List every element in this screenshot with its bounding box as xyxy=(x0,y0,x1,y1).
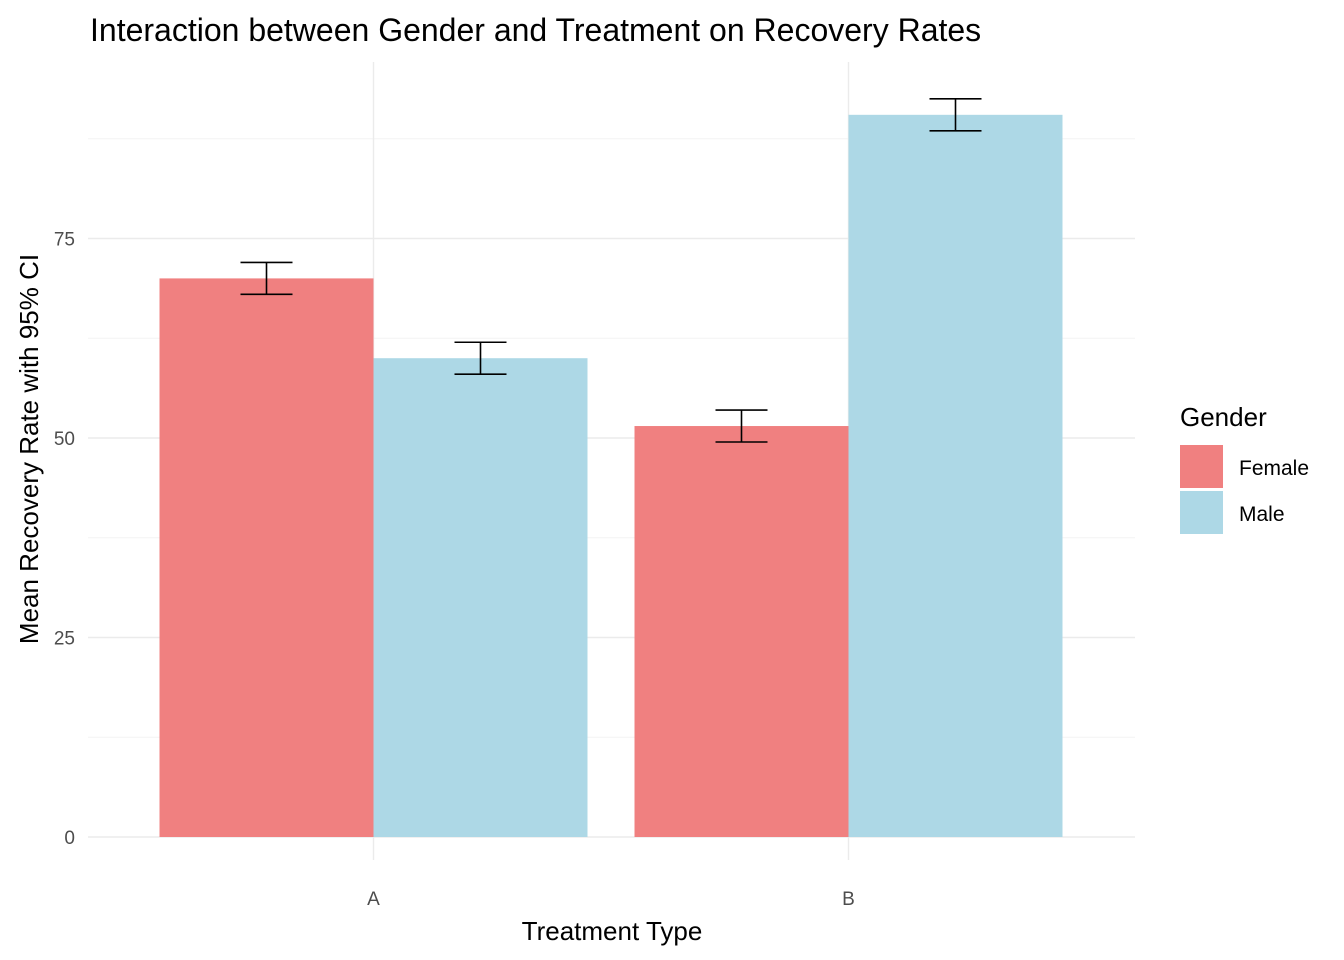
y-tick-label: 50 xyxy=(54,429,75,450)
x-axis-title: Treatment Type xyxy=(522,916,703,946)
y-tick-label: 75 xyxy=(54,230,75,251)
error-bar-b-female xyxy=(715,409,768,443)
legend-title: Gender xyxy=(1180,402,1267,432)
bar-b-female xyxy=(634,426,849,837)
chart-title: Interaction between Gender and Treatment… xyxy=(90,12,981,48)
bar-a-female xyxy=(159,278,374,837)
x-tick-label: B xyxy=(842,889,855,910)
y-axis-title: Mean Recovery Rate with 95% CI xyxy=(14,254,44,644)
legend-label-female: Female xyxy=(1239,457,1309,480)
error-bars-layer xyxy=(240,98,982,443)
y-tick-label: 25 xyxy=(54,629,75,650)
legend: Gender Female Male xyxy=(1180,402,1309,534)
y-axis-ticks: 0 25 50 75 xyxy=(54,230,75,850)
bars-layer xyxy=(159,114,1063,837)
x-tick-label: A xyxy=(367,889,380,910)
y-tick-label: 0 xyxy=(64,828,75,849)
legend-label-male: Male xyxy=(1239,503,1285,526)
error-bar-b-male xyxy=(929,98,982,132)
bar-a-male xyxy=(373,358,588,837)
error-bar-a-male xyxy=(454,341,507,375)
bar-b-male xyxy=(848,114,1063,837)
error-bar-a-female xyxy=(240,261,293,296)
legend-key-female xyxy=(1180,445,1223,488)
legend-key-male xyxy=(1180,491,1223,534)
